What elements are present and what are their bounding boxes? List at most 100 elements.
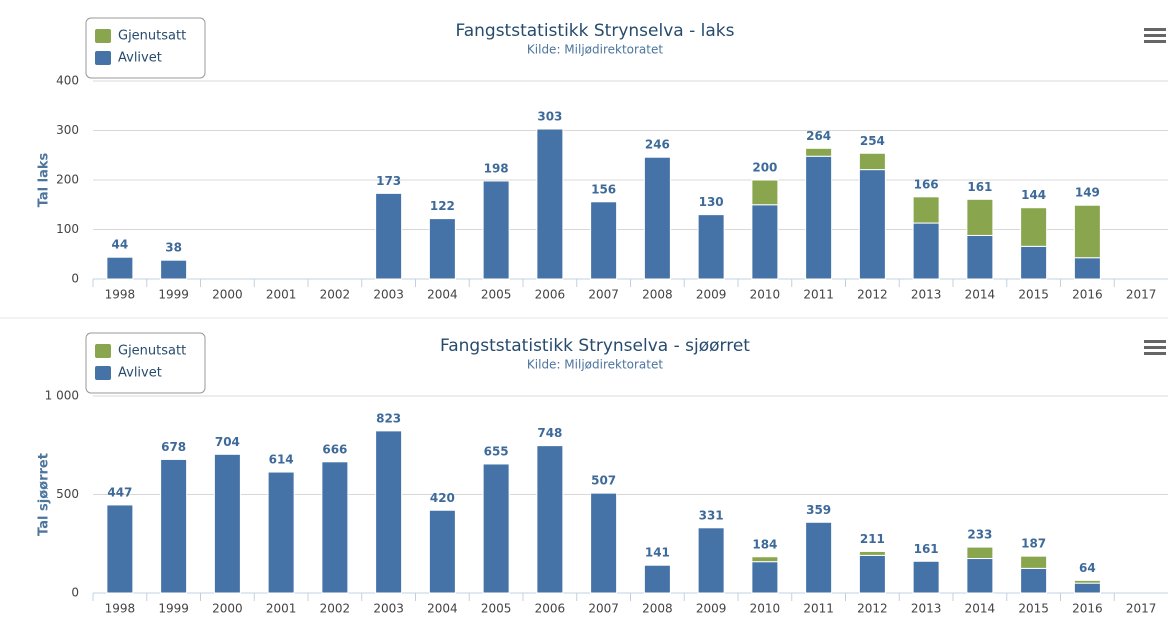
bar-segment [751,556,779,563]
total-label: 144 [1021,188,1046,202]
total-label: 166 [914,177,939,191]
bar-segment [1020,555,1048,569]
bar-segment [590,201,618,280]
x-tick-label: 2001 [266,288,297,302]
x-tick-label: 2017 [1126,602,1157,616]
total-label: 184 [752,537,777,551]
bar-segment [697,527,725,594]
total-label: 614 [269,453,294,467]
bar-segment [966,234,994,280]
y-tick-label: 400 [56,74,79,88]
total-label: 655 [484,444,509,458]
x-tick-label: 2016 [1072,288,1103,302]
bar-segment [858,554,886,594]
total-label: 823 [376,411,401,425]
y-axis-title: Tal sjøørret [37,453,52,536]
bar-segment [1020,207,1048,247]
x-tick-label: 2007 [588,602,619,616]
total-label: 254 [860,134,885,148]
bar-segment [1073,257,1101,280]
x-tick-label: 2013 [911,602,942,616]
x-tick-label: 2012 [857,602,888,616]
bar-segment [106,256,134,280]
x-tick-label: 2016 [1072,602,1103,616]
legend-box [85,332,206,394]
y-axis-title: Tal laks [37,152,52,207]
total-label: 331 [699,508,724,522]
x-tick-label: 2015 [1018,602,1049,616]
x-tick-label: 1998 [105,602,136,616]
bar-segment [966,546,994,560]
total-label: 198 [484,161,509,175]
total-label: 420 [430,491,455,505]
x-tick-label: 2017 [1126,288,1157,302]
menu-bar [1144,40,1166,43]
bar-segment [805,147,833,157]
chart-subtitle: Kilde: Miljødirektoratet [527,43,663,57]
menu-icon[interactable] [1144,28,1166,355]
total-label: 38 [165,241,182,255]
bar-segment [106,504,134,594]
x-tick-label: 2007 [588,288,619,302]
y-tick-label: 500 [56,487,79,501]
y-tick-label: 0 [71,586,79,600]
total-label: 211 [860,532,885,546]
legend-label: Avlivet [118,51,162,66]
y-tick-label: 300 [56,123,79,137]
bar-segment [805,521,833,594]
bar-segment [1073,204,1101,259]
bar-segment [643,564,671,594]
bar-segment [966,558,994,594]
total-label: 200 [752,161,777,175]
bar-segment [590,492,618,594]
bar-segment [1020,567,1048,594]
bar-segment [751,561,779,594]
x-tick-label: 2010 [750,602,781,616]
x-tick-label: 2006 [535,288,566,302]
legend-box [85,17,206,79]
bar-segment [858,152,886,171]
legend: Gjenutsatt Avlivet [85,17,206,79]
total-label: 161 [914,542,939,556]
bar-segment [375,192,403,280]
total-label: 173 [376,174,401,188]
total-label: 187 [1021,537,1046,551]
total-label: 130 [699,195,724,209]
x-tick-label: 2005 [481,288,512,302]
total-label: 233 [967,528,992,542]
bar-segment [912,196,940,224]
x-tick-label: 2000 [212,602,243,616]
bar-segment [805,155,833,280]
x-tick-label: 2010 [750,288,781,302]
total-label: 303 [537,110,562,124]
legend-swatch [95,366,111,380]
x-tick-label: 2000 [212,288,243,302]
bar-segment [428,218,456,280]
x-tick-label: 2014 [965,288,996,302]
bar-segment [428,509,456,594]
bar-segment [160,259,188,280]
legend-swatch [95,51,111,65]
bar-segment [213,453,241,594]
total-label: 246 [645,138,670,152]
total-label: 44 [112,238,129,252]
legend: Gjenutsatt Avlivet [85,332,206,394]
legend-label: Gjenutsatt [118,29,186,44]
chart-subtitle: Kilde: Miljødirektoratet [527,358,663,372]
bar-segment [1020,245,1048,280]
x-tick-label: 1998 [105,288,136,302]
total-label: 678 [161,440,186,454]
chart-title: Fangststatistikk Strynselva - laks [456,21,735,41]
legend-label: Gjenutsatt [118,344,186,359]
x-tick-label: 2003 [373,602,404,616]
bar-segment [267,471,295,594]
bar-segment [966,198,994,236]
total-label: 161 [967,180,992,194]
total-label: 359 [806,503,831,517]
x-tick-label: 1999 [158,602,189,616]
x-tick-label: 2015 [1018,288,1049,302]
y-tick-label: 1 000 [45,389,79,403]
x-tick-label: 2013 [911,288,942,302]
legend-label: Avlivet [118,366,162,381]
